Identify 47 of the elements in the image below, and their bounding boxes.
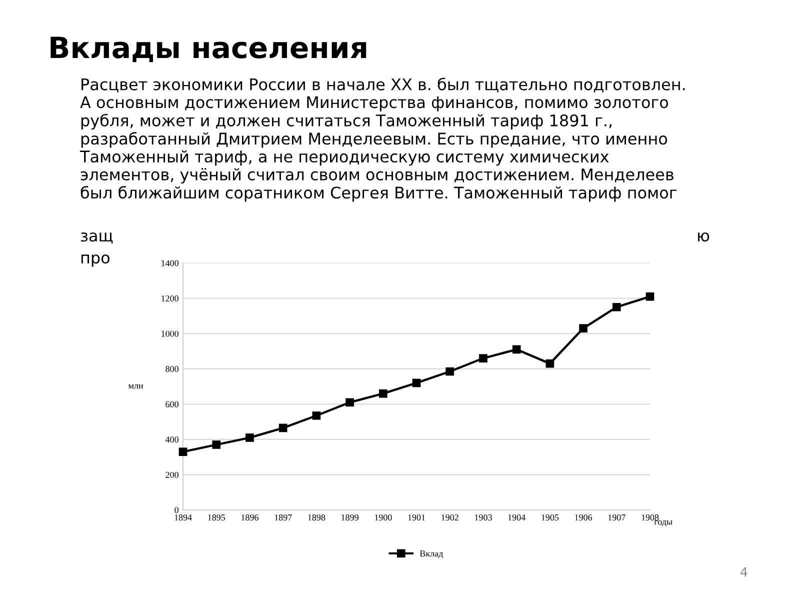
point [178, 448, 188, 456]
x-tick-label: 1899 [342, 514, 358, 521]
x-tick-label: 1904 [508, 514, 526, 521]
y-tick-label: 400 [165, 436, 178, 443]
x-tick-label: 1905 [542, 514, 559, 521]
text: 4 [740, 567, 748, 576]
y-tick-label: 1200 [162, 295, 178, 302]
point [546, 359, 554, 368]
x-tick-label: 1903 [474, 514, 492, 521]
chart-subtitle: Расцвет экономики России в начале XX в. был тщательно подготовлен. А основным достижением Министерства финансов, помимо золотого рубля, может и должен считаться Таможенный тариф 1891 г., разработанный Дмитрием Менделеевым. Есть предание, что именно Таможенный тариф, а не периодическую систему химических элементов, учёный считал своим основным достижением. Менделеев был ближайшим соратником Сергея Витте. Таможенный тариф помог [80, 78, 685, 202]
x-tick-label: 1894 [174, 514, 192, 521]
y-tick-label: 600 [166, 401, 178, 408]
x-tick-label: 1906 [575, 514, 592, 521]
x-tick-label: 1898 [308, 514, 326, 521]
point [512, 345, 521, 354]
point [278, 424, 288, 432]
x-tick-label: 1895 [208, 514, 226, 521]
text: ю [698, 232, 710, 242]
x-tick-label: 1896 [241, 514, 258, 521]
x-tick-label: 1901 [408, 514, 425, 521]
point [246, 433, 254, 442]
point [579, 324, 588, 332]
chart-title: Вклады населения [50, 36, 366, 62]
legend-label: Вклад [420, 550, 443, 558]
y-tick-label: 0 [174, 507, 178, 514]
x-tick-label: 1897 [274, 514, 292, 521]
point [378, 389, 388, 398]
point [412, 378, 421, 388]
y-tick-label: 1400 [162, 260, 178, 266]
x-tick-label: 1902 [442, 514, 458, 521]
x-tick-label: 1908 [642, 514, 659, 521]
x-axis-title: годы [654, 520, 672, 526]
x-tick-label: 1907 [608, 514, 626, 521]
y-tick-label: 800 [166, 366, 178, 372]
y-tick-label: 1000 [162, 330, 178, 337]
point [312, 411, 321, 420]
point [479, 354, 488, 362]
text: защ [81, 232, 113, 244]
y-tick-label: 200 [166, 472, 178, 478]
point [346, 398, 354, 407]
point [446, 367, 454, 376]
text: про [81, 254, 110, 267]
point [646, 292, 654, 301]
y-axis-title: млн [128, 384, 144, 389]
point [212, 440, 221, 449]
x-tick-label: 1900 [374, 514, 392, 521]
point [612, 302, 621, 312]
